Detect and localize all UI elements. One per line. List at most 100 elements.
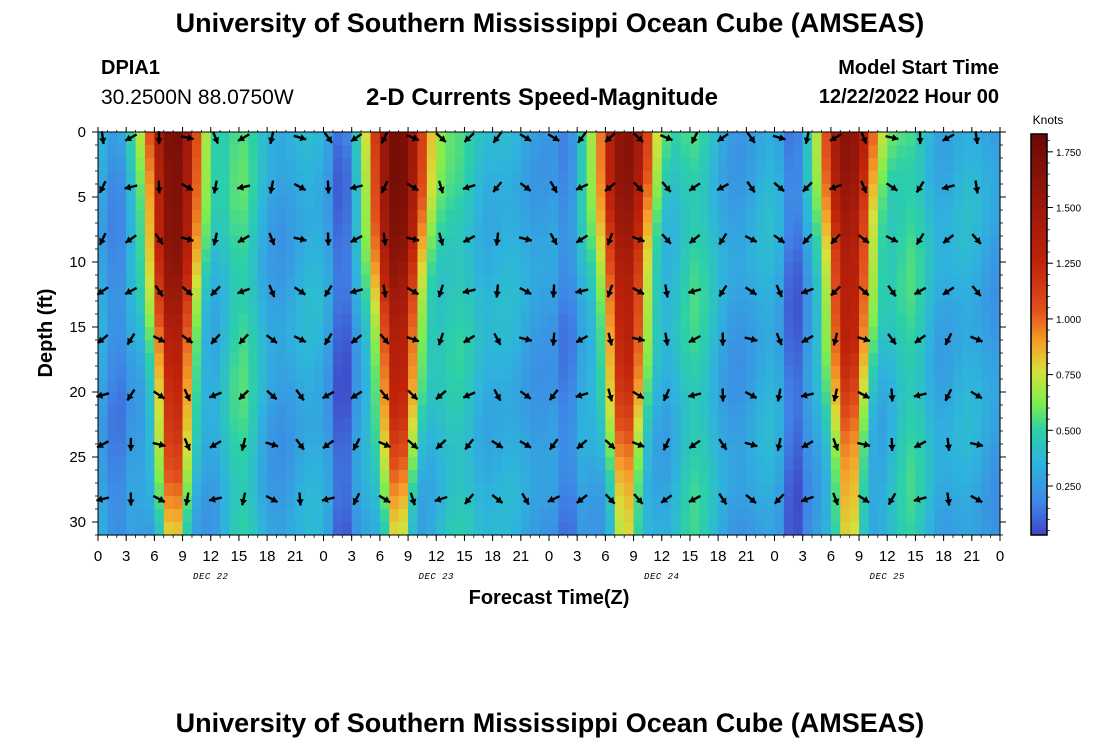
heatmap-cell <box>962 366 973 380</box>
current-arrow <box>352 492 361 506</box>
heatmap-cell <box>483 314 494 328</box>
heatmap-cell <box>708 171 719 185</box>
heatmap-cell <box>896 379 907 393</box>
heatmap-cell <box>953 353 964 367</box>
heatmap-cell <box>361 132 372 146</box>
heatmap-cell <box>708 158 719 172</box>
heatmap-cell <box>314 522 325 536</box>
heatmap-cell <box>445 145 456 159</box>
heatmap-cell <box>511 418 522 432</box>
heatmap-cell <box>229 197 240 211</box>
heatmap-cell <box>915 431 926 445</box>
heatmap-cell <box>398 444 409 458</box>
heatmap-cell <box>520 431 531 445</box>
heatmap-cell <box>661 249 672 263</box>
heatmap-cell <box>727 184 738 198</box>
heatmap-cell <box>220 444 231 458</box>
heatmap-cell <box>849 197 860 211</box>
current-arrow-head <box>270 336 277 343</box>
heatmap-cell <box>661 171 672 185</box>
heatmap-cell <box>774 301 785 315</box>
heatmap-cell <box>379 522 390 536</box>
heatmap-cell <box>267 171 278 185</box>
heatmap-cell <box>332 405 343 419</box>
heatmap-cell <box>182 470 193 484</box>
heatmap-cell <box>539 496 550 510</box>
heatmap-cell <box>896 405 907 419</box>
heatmap-cell <box>859 327 870 341</box>
heatmap-cell <box>755 470 766 484</box>
heatmap-cell <box>436 483 447 497</box>
heatmap-cell <box>699 236 710 250</box>
heatmap-cell <box>220 392 231 406</box>
heatmap-cell <box>182 418 193 432</box>
heatmap-cell <box>953 379 964 393</box>
current-arrow <box>744 335 758 343</box>
heatmap-cell <box>859 262 870 276</box>
current-arrow-head <box>237 183 244 191</box>
current-arrow-head <box>324 239 332 246</box>
heatmap-cell <box>614 496 625 510</box>
heatmap-cell <box>539 262 550 276</box>
heatmap-cell <box>426 327 437 341</box>
heatmap-cell <box>210 223 221 237</box>
heatmap-cell <box>981 431 992 445</box>
heatmap-cell <box>614 483 625 497</box>
heatmap-cell <box>314 340 325 354</box>
heatmap-cell <box>859 145 870 159</box>
heatmap-cell <box>248 197 259 211</box>
heatmap-cell <box>483 301 494 315</box>
heatmap-cell <box>135 353 146 367</box>
heatmap-cell <box>107 340 118 354</box>
heatmap-cell <box>887 327 898 341</box>
heatmap-cell <box>530 249 541 263</box>
heatmap-cell <box>408 444 419 458</box>
heatmap-cell <box>201 457 212 471</box>
heatmap-cell <box>220 262 231 276</box>
heatmap-cell <box>492 496 503 510</box>
heatmap-cell <box>783 418 794 432</box>
heatmap-cell <box>436 392 447 406</box>
colorbar-tick-label: 1.250 <box>1056 259 1081 270</box>
heatmap-cell <box>163 132 174 146</box>
heatmap-cell <box>323 171 334 185</box>
heatmap-cell <box>351 353 362 367</box>
heatmap-cell <box>624 379 635 393</box>
current-arrow-head <box>637 441 645 448</box>
heatmap-cell <box>718 223 729 237</box>
heatmap-cell <box>577 431 588 445</box>
heatmap-cell <box>624 262 635 276</box>
heatmap-cell <box>990 223 1001 237</box>
colorbar-gradient <box>1030 133 1048 536</box>
current-arrow-head <box>411 184 419 191</box>
heatmap-cell <box>173 470 184 484</box>
heatmap-cell <box>154 366 165 380</box>
heatmap-cell <box>924 392 935 406</box>
heatmap-cell <box>793 457 804 471</box>
heatmap-cell <box>248 288 259 302</box>
heatmap-cell <box>191 496 202 510</box>
heatmap-cell <box>896 496 907 510</box>
heatmap-cell <box>417 366 428 380</box>
current-arrow-head <box>352 497 360 505</box>
heatmap-cell <box>502 470 513 484</box>
heatmap-cell <box>455 379 466 393</box>
current-arrow-head <box>691 136 698 144</box>
heatmap-cell <box>765 132 776 146</box>
heatmap-cell <box>436 418 447 432</box>
heatmap-cell <box>285 301 296 315</box>
current-arrow <box>180 182 194 192</box>
heatmap-cell <box>238 314 249 328</box>
heatmap-cell <box>934 236 945 250</box>
heatmap-cell <box>962 158 973 172</box>
heatmap-cell <box>436 249 447 263</box>
heatmap-cell <box>539 522 550 536</box>
current-arrow-head <box>750 441 758 449</box>
heatmap-cell <box>220 340 231 354</box>
heatmap-cell <box>896 158 907 172</box>
heatmap-cell <box>765 223 776 237</box>
heatmap-cell <box>661 275 672 289</box>
heatmap-cell <box>483 496 494 510</box>
heatmap-cell <box>473 418 484 432</box>
heatmap-cell <box>511 366 522 380</box>
